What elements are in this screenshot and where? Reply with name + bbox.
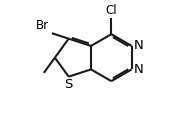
Text: S: S (64, 78, 73, 91)
Text: Cl: Cl (106, 4, 117, 17)
Text: Br: Br (36, 19, 49, 32)
Text: N: N (133, 39, 143, 52)
Text: N: N (133, 63, 143, 76)
